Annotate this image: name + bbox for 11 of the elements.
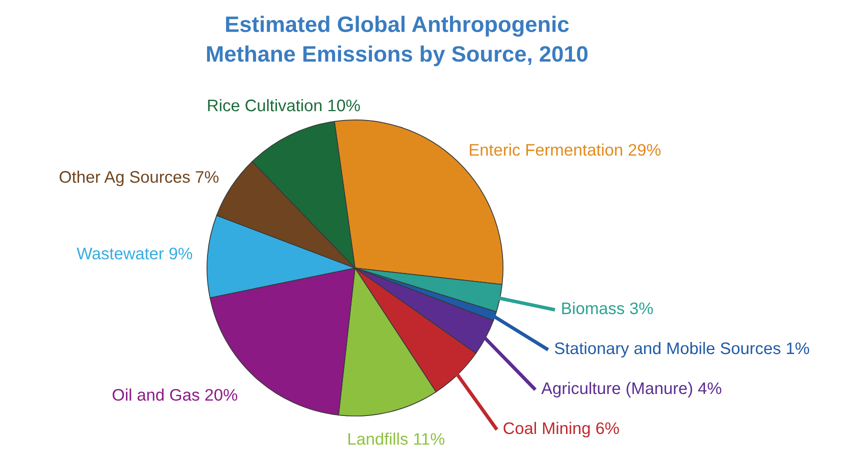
- slice-label: Other Ag Sources 7%: [60, 170, 218, 186]
- chart-title: Estimated Global Anthropogenic Methane Emissions by Source, 2010: [207, 16, 588, 66]
- slice-label: Stationary and Mobile Sources 1%: [554, 342, 810, 358]
- slice-label: Coal Mining 6%: [504, 422, 619, 438]
- slice-label: Rice Cultivation 10%: [208, 99, 360, 112]
- slice-label: Biomass 3%: [562, 302, 653, 314]
- slice-label: Oil and Gas 20%: [112, 388, 238, 401]
- slice-label: Enteric Fermentation 29%: [470, 144, 661, 156]
- slice-label: Agriculture (Manure) 4%: [541, 382, 722, 398]
- slice-label: Wastewater 9%: [76, 248, 192, 260]
- slice-label: Landfills 11%: [348, 432, 444, 445]
